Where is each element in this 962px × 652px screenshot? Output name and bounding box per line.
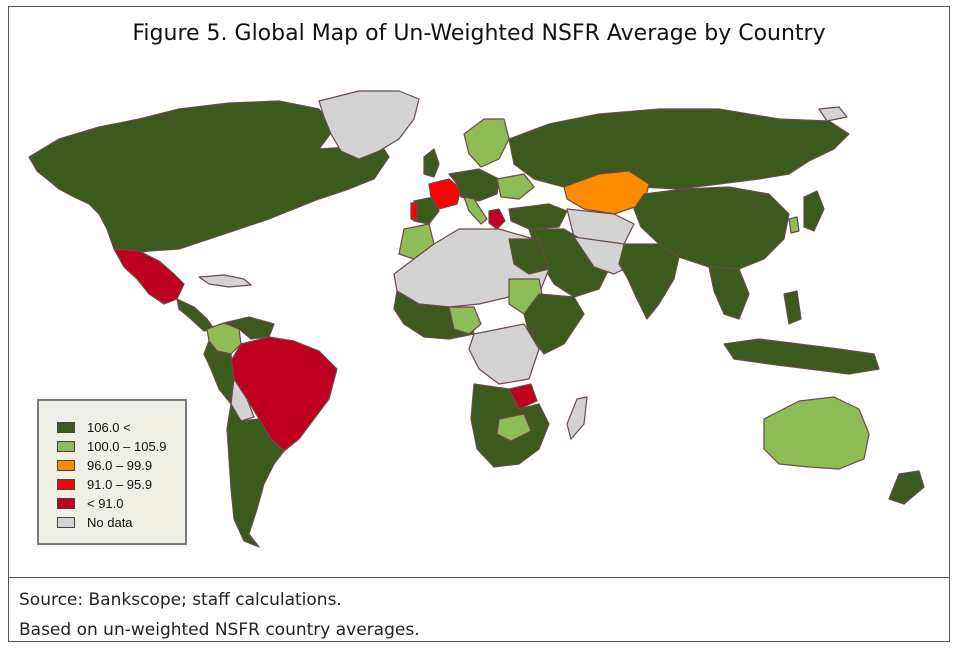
region-mexico <box>113 248 185 305</box>
legend-swatch <box>57 497 75 509</box>
map-legend: 106.0 < 100.0 – 105.9 96.0 – 99.9 91.0 –… <box>37 399 187 545</box>
region-france <box>428 178 462 210</box>
region-japan <box>803 190 825 232</box>
region-bolivia <box>230 378 255 422</box>
legend-item: No data <box>57 514 133 530</box>
region-australia <box>763 396 870 470</box>
legend-item: 91.0 – 95.9 <box>57 476 152 492</box>
legend-label: 106.0 < <box>87 419 131 435</box>
legend-label: < 91.0 <box>87 495 124 511</box>
region-central-africa <box>468 323 540 385</box>
region-china <box>633 186 790 270</box>
region-east-africa <box>523 293 585 355</box>
legend-item: < 91.0 <box>57 495 124 511</box>
legend-swatch <box>57 440 75 452</box>
region-new-zealand <box>888 470 925 505</box>
legend-item: 106.0 < <box>57 419 131 435</box>
region-india <box>618 243 680 320</box>
region-southeast-asia <box>708 266 750 320</box>
region-caribbean <box>198 274 252 288</box>
region-central-europe <box>448 168 500 202</box>
region-portugal <box>410 202 418 222</box>
legend-label: 100.0 – 105.9 <box>87 438 167 454</box>
region-scandinavia <box>463 118 510 168</box>
legend-label: 96.0 – 99.9 <box>87 457 153 473</box>
region-madagascar <box>566 396 588 440</box>
region-indonesia <box>723 338 880 375</box>
region-egypt <box>508 238 550 275</box>
legend-label: No data <box>87 514 133 530</box>
region-turkey <box>508 203 568 230</box>
figure-frame: Figure 5. Global Map of Un-Weighted NSFR… <box>8 6 950 642</box>
legend-swatch <box>57 516 75 528</box>
region-italy <box>463 196 488 225</box>
region-uk <box>423 148 440 178</box>
region-south-africa <box>496 413 532 442</box>
region-eastern-europe <box>496 173 535 200</box>
source-section: Source: Bankscope; staff calculations. B… <box>9 577 949 640</box>
figure-title: Figure 5. Global Map of Un-Weighted NSFR… <box>132 21 826 46</box>
legend-swatch <box>57 478 75 490</box>
region-philippines <box>783 290 802 325</box>
region-russia <box>508 108 850 190</box>
region-japan-islands <box>818 106 848 122</box>
region-central-america <box>176 298 215 332</box>
source-note: Based on un-weighted NSFR country averag… <box>19 620 420 640</box>
region-north-america <box>28 100 390 255</box>
legend-swatch <box>57 421 75 433</box>
legend-label: 91.0 – 95.9 <box>87 476 153 492</box>
legend-swatch <box>57 459 75 471</box>
world-map <box>28 90 925 548</box>
region-argentina-chile <box>226 403 285 548</box>
source-text: Source: Bankscope; staff calculations. <box>19 590 342 610</box>
region-nigeria <box>448 306 482 335</box>
region-greece <box>488 208 506 230</box>
region-greenland <box>318 90 420 160</box>
legend-item: 96.0 – 99.9 <box>57 457 152 473</box>
region-korea <box>788 216 800 234</box>
legend-item: 100.0 – 105.9 <box>57 438 167 454</box>
